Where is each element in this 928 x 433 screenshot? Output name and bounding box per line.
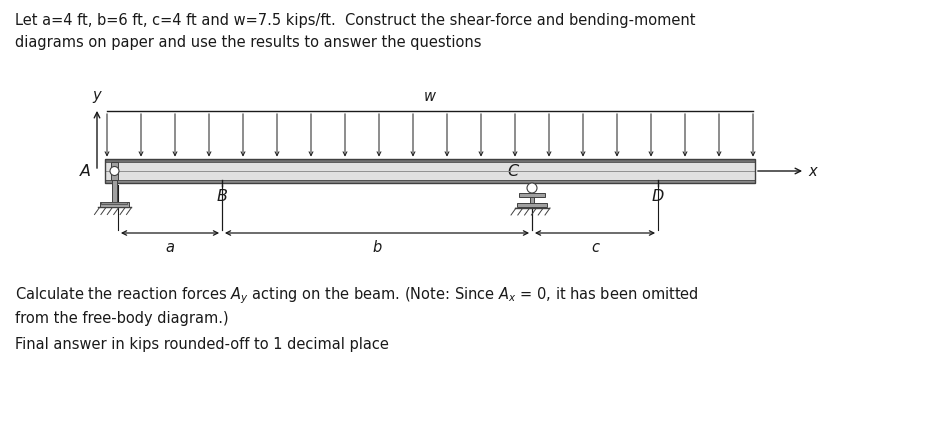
Bar <box>105 162 754 180</box>
Text: diagrams on paper and use the results to answer the questions: diagrams on paper and use the results to… <box>15 35 481 50</box>
Text: c: c <box>590 240 599 255</box>
Bar <box>105 159 754 162</box>
Text: w: w <box>423 89 435 104</box>
Text: y: y <box>93 88 101 103</box>
Text: a: a <box>165 240 174 255</box>
Bar <box>517 204 547 207</box>
Text: Final answer in kips rounded-off to 1 decimal place: Final answer in kips rounded-off to 1 de… <box>15 337 389 352</box>
Text: C: C <box>507 164 518 178</box>
Bar <box>110 162 118 180</box>
Circle shape <box>526 183 536 193</box>
Text: Calculate the reaction forces $A_y$ acting on the beam. (Note: Since $A_x$ = 0, : Calculate the reaction forces $A_y$ acti… <box>15 285 698 306</box>
Text: x: x <box>807 164 816 178</box>
Bar <box>530 197 534 204</box>
Text: from the free-body diagram.): from the free-body diagram.) <box>15 311 228 326</box>
Text: D: D <box>651 188 664 204</box>
Text: b: b <box>372 240 381 255</box>
Bar <box>519 194 545 197</box>
Bar <box>101 202 127 204</box>
Text: Let a=4 ft, b=6 ft, c=4 ft and w=7.5 kips/ft.  Construct the shear-force and ben: Let a=4 ft, b=6 ft, c=4 ft and w=7.5 kip… <box>15 13 695 28</box>
Text: B: B <box>216 188 227 204</box>
Bar <box>105 180 754 182</box>
Bar <box>112 180 117 202</box>
Circle shape <box>110 167 119 175</box>
Text: A: A <box>80 164 91 178</box>
Bar <box>100 202 128 207</box>
Bar <box>105 159 754 182</box>
